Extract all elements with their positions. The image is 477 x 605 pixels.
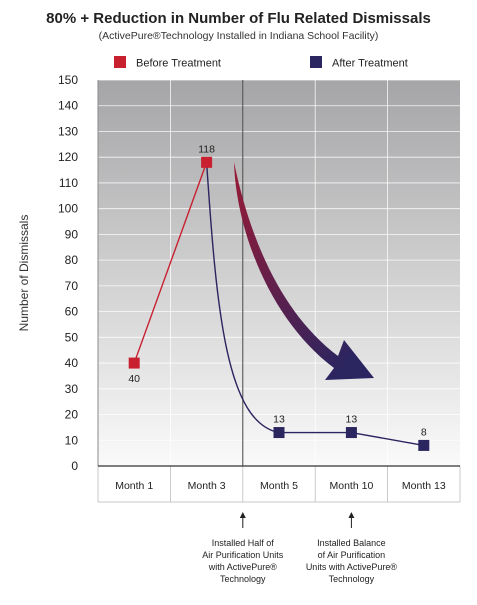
x-tick-label-3: Month 5 [260, 480, 298, 492]
data-point-2-3 [418, 439, 430, 451]
data-point-2-1 [273, 427, 285, 439]
legend-swatch-2 [310, 56, 322, 68]
y-tick-label-40: 40 [65, 356, 79, 370]
x-tick-label-1: Month 1 [115, 480, 153, 492]
annotation-1-line-3: with ActivePure® [208, 562, 278, 572]
annotation-1-line-4: Technology [220, 574, 266, 584]
data-label-2-1: 13 [273, 414, 285, 426]
category-band [97, 465, 461, 503]
y-tick-label-10: 10 [65, 433, 79, 447]
legend-swatch-1 [114, 56, 126, 68]
reduction-arrow [234, 162, 374, 380]
x-tick-label-5: Month 13 [402, 480, 446, 492]
data-label-2-3: 8 [421, 426, 427, 438]
y-tick-label-50: 50 [65, 330, 79, 344]
y-tick-label-70: 70 [65, 279, 79, 293]
y-tick-label-80: 80 [65, 253, 79, 267]
annotation-arrow-head-2 [348, 512, 355, 518]
y-tick-label-60: 60 [65, 305, 79, 319]
data-label-1-2: 118 [198, 143, 215, 155]
y-tick-label-120: 120 [58, 150, 78, 164]
y-axis-label: Number of Dismissals [17, 215, 31, 332]
y-tick-label-150: 150 [58, 73, 78, 87]
y-tick-label-20: 20 [65, 408, 79, 422]
y-tick-label-140: 140 [58, 99, 78, 113]
annotation-1-line-1: Installed Half of [212, 538, 275, 548]
annotation-2-line-4: Technology [329, 574, 375, 584]
data-point-1-1 [128, 357, 140, 369]
data-point-1-2 [201, 156, 213, 168]
y-tick-label-130: 130 [58, 124, 78, 138]
data-point-2-2 [345, 427, 357, 439]
data-label-2-2: 13 [346, 414, 358, 426]
y-tick-label-30: 30 [65, 382, 79, 396]
series-line-after-treatment [205, 162, 424, 447]
legend-label-1: Before Treatment [136, 58, 221, 70]
x-tick-label-2: Month 3 [188, 480, 226, 492]
legend-label-2: After Treatment [332, 58, 408, 70]
y-tick-label-110: 110 [59, 176, 78, 190]
annotation-2-line-2: of Air Purification [318, 550, 386, 560]
x-tick-label-4: Month 10 [330, 480, 374, 492]
y-tick-label-90: 90 [65, 227, 79, 241]
annotation-2-line-1: Installed Balance [317, 538, 386, 548]
annotation-arrow-head-1 [239, 512, 246, 518]
data-label-1-1: 40 [128, 373, 140, 385]
y-tick-label-0: 0 [71, 459, 78, 473]
annotation-2-line-3: Units with ActivePure® [306, 562, 398, 572]
plot-area [98, 80, 460, 466]
series-line-before-treatment [133, 162, 208, 364]
chart-title: 80% + Reduction in Number of Flu Related… [46, 10, 431, 27]
chart-subtitle: (ActivePure®Technology Installed in Indi… [98, 30, 379, 42]
y-tick-label-100: 100 [58, 202, 78, 216]
annotation-1-line-2: Air Purification Units [202, 550, 284, 560]
